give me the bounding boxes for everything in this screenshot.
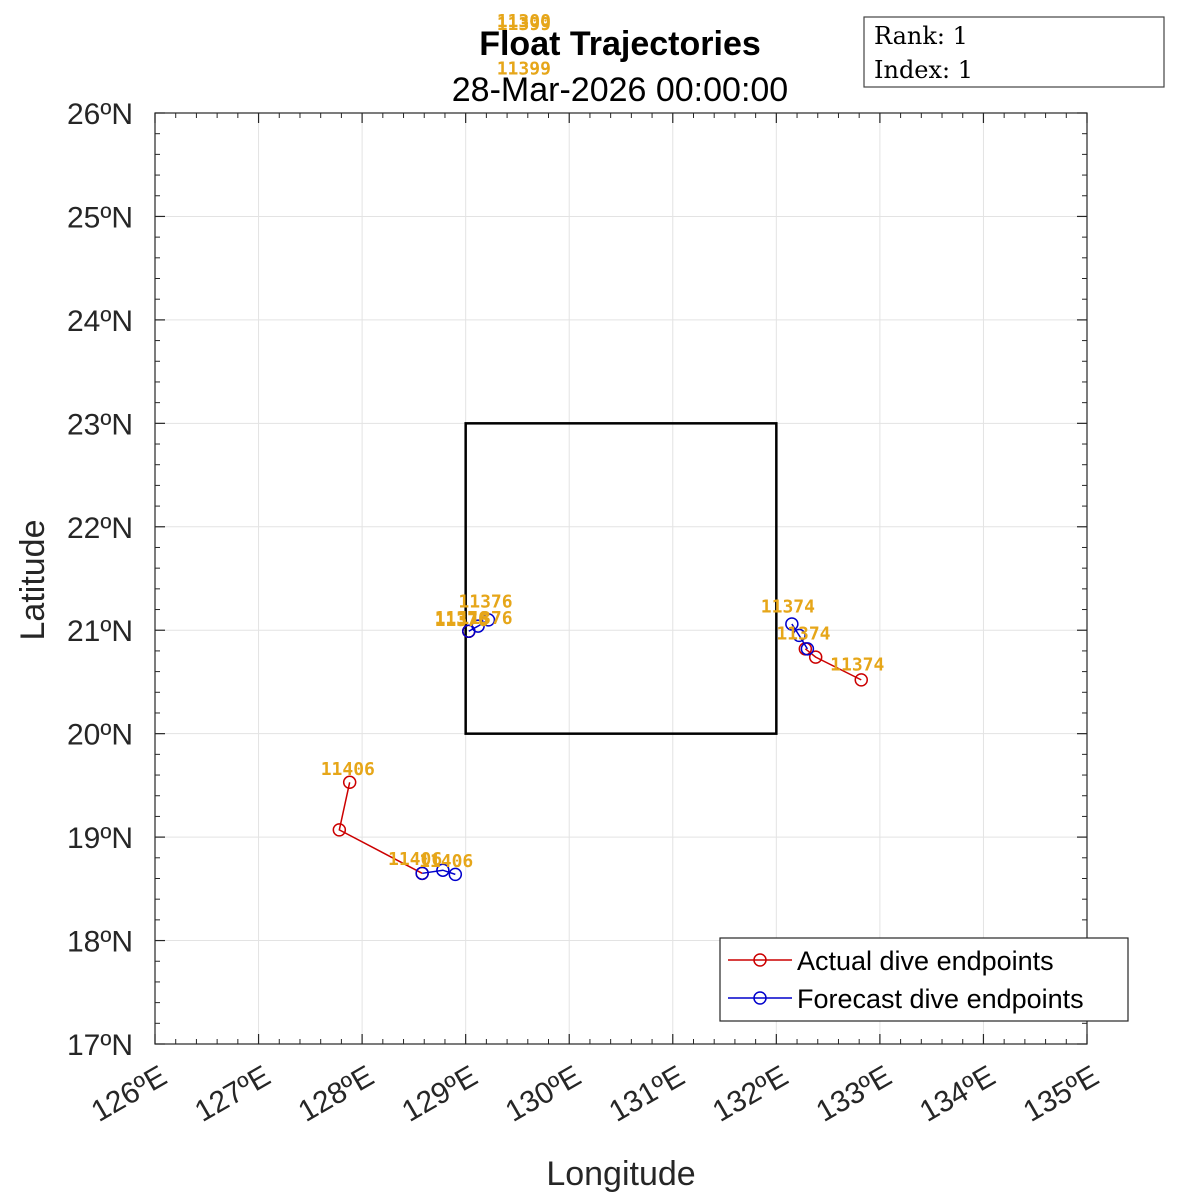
float-id-label: 11406	[419, 851, 473, 872]
float-id-label: 11374	[761, 597, 815, 618]
forecast-endpoint-marker	[448, 867, 463, 882]
rank-label: Rank: 1	[874, 22, 968, 50]
forecast-endpoint-marker	[800, 642, 815, 656]
plot-area-frame	[154, 112, 1088, 1045]
y-tick-label: 22ºN	[67, 512, 133, 545]
actual-endpoint-marker	[342, 775, 357, 790]
legend-forecast-label: Forecast dive endpoints	[797, 984, 1084, 1014]
actual-endpoint-marker	[332, 823, 347, 837]
grid	[154, 112, 1088, 1045]
y-tick-label: 23ºN	[67, 408, 133, 441]
actual-endpoint-marker	[808, 650, 823, 664]
y-tick-label: 20ºN	[67, 719, 133, 752]
x-tick-label: 133ºE	[811, 1059, 898, 1128]
float-id-label: 11376	[435, 608, 489, 629]
y-axis-label: Latitude	[14, 520, 52, 641]
legend-forecast-marker	[753, 991, 767, 1005]
y-tick-label: 24ºN	[67, 305, 133, 338]
float-id-label: 11406	[321, 759, 375, 780]
float-id-label: 11399	[497, 59, 551, 80]
forecast-endpoint-marker	[792, 628, 806, 643]
y-tick-label: 21ºN	[67, 615, 133, 648]
x-tick-label: 130ºE	[500, 1059, 587, 1128]
y-tick-label: 18ºN	[67, 926, 133, 959]
axis-ticks	[154, 112, 1088, 1045]
x-axis-label: Longitude	[546, 1155, 695, 1193]
chart-subtitle: 28-Mar-2026 00:00:00	[452, 71, 788, 109]
x-tick-label: 132ºE	[707, 1059, 794, 1128]
y-tick-label: 26ºN	[67, 98, 133, 131]
float-series	[332, 613, 868, 882]
x-tick-label: 128ºE	[293, 1059, 380, 1128]
info-box-frame	[863, 16, 1165, 88]
float-id-label: 11406	[388, 849, 442, 870]
forecast-track-line	[422, 869, 456, 876]
y-tick-label: 17ºN	[67, 1029, 133, 1062]
actual-track-line	[338, 782, 423, 874]
x-tick-label: 134ºE	[914, 1059, 1001, 1128]
info-box: Rank: 1 Index: 1	[863, 16, 1165, 88]
x-tick-label: 127ºE	[189, 1059, 276, 1128]
index-label: Index: 1	[874, 56, 973, 84]
x-tick-label: 131ºE	[604, 1059, 691, 1128]
forecast-endpoint-marker	[415, 866, 429, 881]
forecast-endpoint-marker	[785, 617, 799, 631]
legend-frame	[719, 937, 1129, 1022]
forecast-endpoint-marker	[481, 613, 496, 627]
y-tick-label: 19ºN	[67, 822, 133, 855]
float-id-label: 11374	[776, 624, 830, 645]
float-id-label: 11376	[458, 591, 512, 612]
float-id-label: 11399	[497, 14, 551, 35]
x-tick-label: 135ºE	[1018, 1059, 1105, 1128]
float-id-label: 11376	[435, 610, 489, 631]
legend-actual-label: Actual dive endpoints	[797, 946, 1054, 976]
forecast-endpoint-marker	[436, 863, 450, 877]
forecast-endpoint-marker	[471, 619, 485, 633]
forecast-track-line	[468, 619, 489, 632]
x-tick-label: 129ºE	[396, 1059, 483, 1128]
actual-endpoint-marker	[854, 673, 868, 687]
target-region-box	[464, 422, 778, 735]
float-id-label: 11374	[830, 655, 884, 676]
legend: Actual dive endpoints Forecast dive endp…	[719, 937, 1129, 1022]
chart-title: Float Trajectories	[479, 25, 761, 63]
float-id-label: 11376	[458, 608, 512, 629]
float-id-label: 11300	[497, 11, 551, 32]
x-tick-label: 126ºE	[86, 1059, 173, 1128]
y-tick-label: 25ºN	[67, 201, 133, 234]
actual-track-line	[804, 648, 862, 681]
legend-actual-marker	[753, 953, 767, 967]
